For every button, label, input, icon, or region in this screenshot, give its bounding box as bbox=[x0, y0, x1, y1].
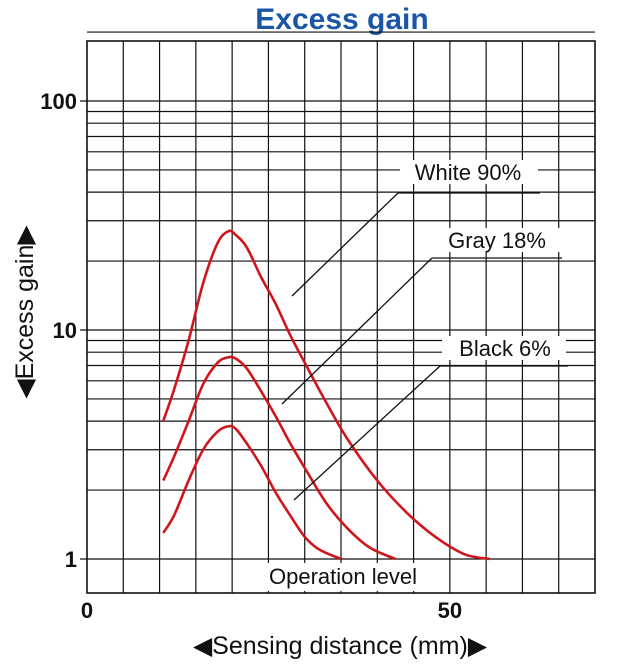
operation-level-background bbox=[248, 563, 440, 591]
y-axis-label: ◀Excess gain▶ bbox=[11, 225, 39, 399]
x-tick-label: 50 bbox=[438, 598, 462, 623]
series-label-background bbox=[400, 160, 538, 184]
operation-level-label: Operation level bbox=[269, 564, 417, 589]
series-label-background bbox=[434, 228, 560, 252]
chart-title: Excess gain bbox=[255, 3, 428, 36]
series-line-white-90 bbox=[161, 229, 491, 561]
series-line-black-6 bbox=[162, 424, 342, 561]
plot-frame bbox=[86, 40, 596, 594]
y-tick-label: 1 bbox=[65, 547, 77, 572]
y-tick-label: 100 bbox=[40, 89, 77, 114]
tick-labels: 1 10 100 0 50 bbox=[40, 89, 462, 623]
x-tick-label: 0 bbox=[81, 598, 93, 623]
series-label-gray-18: Gray 18% bbox=[448, 228, 546, 253]
series-leader-line bbox=[291, 192, 399, 297]
series-curves bbox=[161, 229, 491, 561]
series-label-white-90: White 90% bbox=[415, 160, 521, 185]
series-label-background bbox=[442, 336, 566, 360]
series-leader-line bbox=[281, 257, 433, 405]
x-axis-label: ◀Sensing distance (mm)▶ bbox=[193, 632, 488, 660]
y-tick-label: 10 bbox=[53, 318, 77, 343]
series-leader-line bbox=[293, 365, 441, 501]
series-label-black-6: Black 6% bbox=[459, 336, 551, 361]
series-line-gray-18 bbox=[162, 355, 396, 561]
grid bbox=[80, 31, 595, 593]
series-labels: White 90% Gray 18% Black 6% bbox=[281, 160, 568, 501]
